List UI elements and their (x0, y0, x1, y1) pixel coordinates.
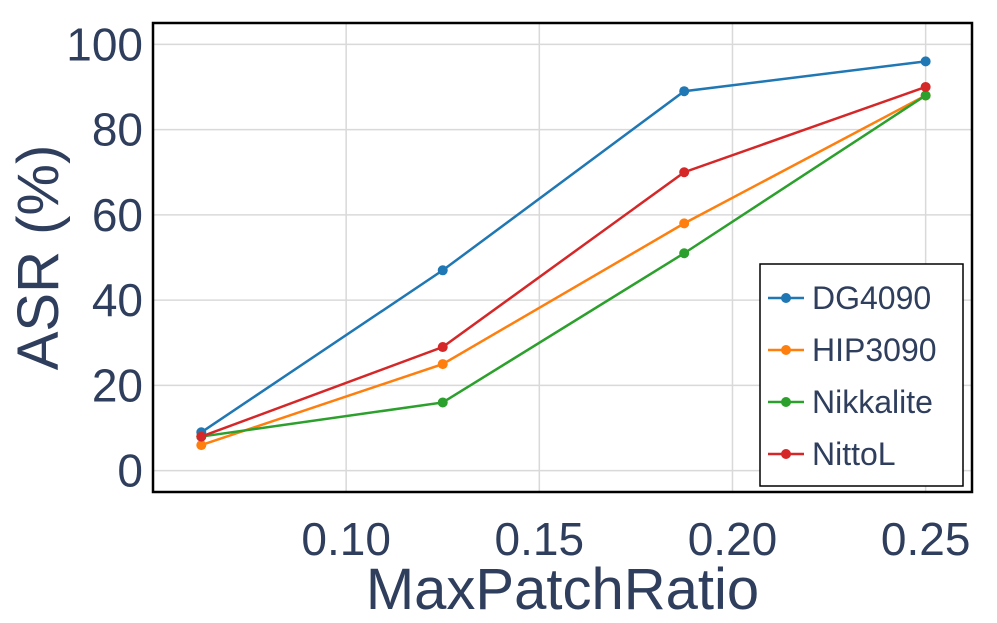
legend-label: NittoL (812, 436, 896, 472)
grid-lines (153, 23, 972, 492)
series-line (200, 60, 926, 434)
legend: DG4090 HIP3090 Nikkalite NittoL (759, 263, 964, 487)
data-point (920, 81, 931, 92)
legend-marker (781, 293, 791, 303)
x-tick-label: 0.10 (301, 513, 391, 565)
y-tick-label: 0 (117, 445, 143, 497)
legend-item: Nikkalite (768, 384, 933, 420)
y-tick-label: 60 (92, 189, 143, 241)
plot-frame (151, 21, 974, 494)
legend-label: Nikkalite (812, 384, 933, 420)
data-point (196, 431, 207, 442)
x-axis-label: MaxPatchRatio (366, 557, 759, 622)
series-line (200, 94, 927, 447)
x-tick-label: 0.15 (495, 513, 585, 565)
legend-item: HIP3090 (768, 332, 937, 368)
data-point (437, 397, 448, 408)
data-point (679, 248, 690, 259)
legend-box (759, 263, 964, 487)
legend-label: HIP3090 (812, 332, 937, 368)
series-group (196, 56, 931, 451)
series-line (201, 94, 927, 438)
x-tick-label: 0.25 (881, 513, 971, 565)
series-nittol (196, 81, 931, 442)
data-point (679, 218, 690, 229)
y-tick-label: 80 (92, 104, 143, 156)
data-point (679, 86, 690, 97)
legend-label: DG4090 (812, 280, 931, 316)
data-point (437, 359, 448, 370)
legend-item: NittoL (768, 436, 896, 472)
data-point (437, 342, 448, 353)
legend-marker (781, 449, 791, 459)
y-tick-label: 40 (92, 274, 143, 326)
data-point (679, 167, 690, 178)
y-axis-label: ASR (%) (6, 145, 71, 371)
data-point (920, 56, 931, 67)
legend-marker (781, 397, 791, 407)
data-point (196, 440, 207, 451)
data-point (437, 265, 448, 276)
data-point (920, 90, 931, 101)
legend-marker (781, 345, 791, 355)
tick-labels: 0.10 0.15 0.20 0.25 0 20 40 60 80 100 (66, 18, 970, 565)
legend-item: DG4090 (768, 280, 931, 316)
x-tick-label: 0.20 (688, 513, 778, 565)
series-line (200, 85, 927, 438)
y-tick-label: 20 (92, 359, 143, 411)
y-tick-label: 100 (66, 18, 143, 70)
